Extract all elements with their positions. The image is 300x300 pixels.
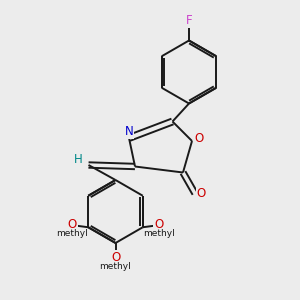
Text: O: O [68,218,77,231]
Text: O: O [196,187,206,200]
Text: F: F [186,14,192,27]
Text: O: O [154,218,163,231]
Text: methyl: methyl [56,229,88,238]
Text: O: O [111,250,120,264]
Text: O: O [194,132,203,145]
Text: N: N [124,125,134,138]
Text: methyl: methyl [100,262,131,271]
Text: methyl: methyl [143,229,175,238]
Text: H: H [74,153,83,166]
